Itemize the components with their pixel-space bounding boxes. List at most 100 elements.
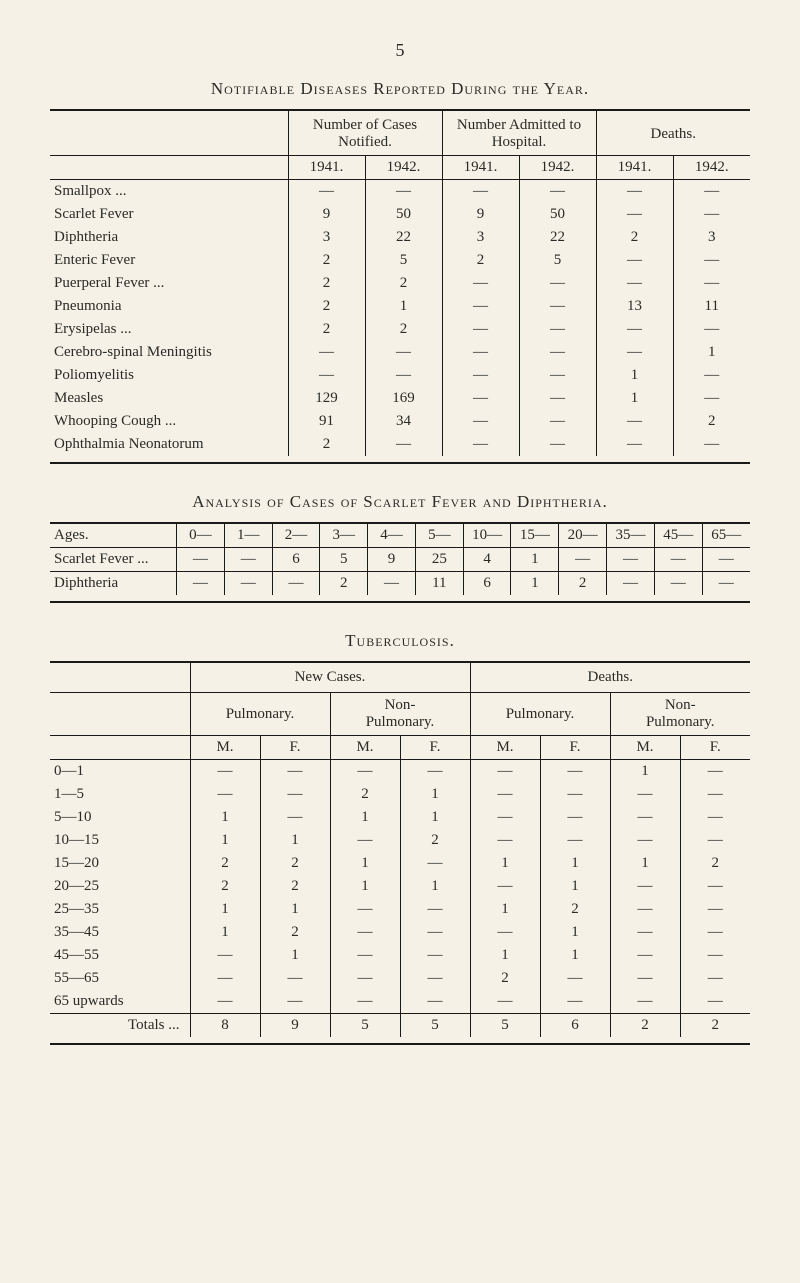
data-cell: 6 — [272, 548, 320, 572]
data-cell: 2 — [596, 226, 673, 249]
data-cell: — — [654, 572, 702, 596]
data-cell: — — [260, 760, 330, 784]
data-cell: 11 — [415, 572, 463, 596]
data-cell: 1 — [596, 364, 673, 387]
data-cell: — — [673, 203, 750, 226]
data-cell: 1 — [400, 875, 470, 898]
data-cell: — — [400, 760, 470, 784]
data-cell: — — [260, 806, 330, 829]
data-cell: — — [190, 760, 260, 784]
data-cell: 1 — [260, 829, 330, 852]
data-cell: — — [673, 249, 750, 272]
data-cell: — — [610, 898, 680, 921]
data-cell: — — [596, 249, 673, 272]
row-label: 5—10 — [50, 806, 190, 829]
rule — [50, 1043, 750, 1045]
data-cell: 169 — [365, 387, 442, 410]
age-col: 20— — [559, 524, 607, 548]
data-cell: — — [365, 364, 442, 387]
data-cell: — — [442, 387, 519, 410]
sub-header: Non- Pulmonary. — [330, 693, 470, 736]
year-header: 1941. — [442, 156, 519, 180]
data-cell: — — [610, 944, 680, 967]
data-cell: — — [540, 990, 610, 1014]
year-header: 1941. — [596, 156, 673, 180]
data-cell: 1 — [260, 944, 330, 967]
data-cell: 1 — [540, 921, 610, 944]
data-cell: — — [680, 990, 750, 1014]
row-label: Pneumonia — [50, 295, 288, 318]
data-cell: — — [559, 548, 607, 572]
table-notifiable-diseases: Number of Cases Notified. Number Admitte… — [50, 111, 750, 456]
row-label: Poliomyelitis — [50, 364, 288, 387]
data-cell: 2 — [470, 967, 540, 990]
data-cell: 3 — [442, 226, 519, 249]
mf-header: M. — [330, 736, 400, 760]
data-cell: — — [224, 572, 272, 596]
ages-label: Ages. — [50, 524, 177, 548]
data-cell: — — [442, 433, 519, 456]
row-label: Measles — [50, 387, 288, 410]
data-cell: 129 — [288, 387, 365, 410]
data-cell: — — [260, 783, 330, 806]
data-cell: — — [190, 967, 260, 990]
data-cell: — — [680, 898, 750, 921]
data-cell: — — [607, 572, 655, 596]
col-group: Number of Cases Notified. — [288, 111, 442, 156]
data-cell: — — [540, 760, 610, 784]
data-cell: — — [610, 806, 680, 829]
age-col: 5— — [415, 524, 463, 548]
data-cell: — — [540, 967, 610, 990]
data-cell: 2 — [288, 272, 365, 295]
data-cell: 2 — [365, 272, 442, 295]
data-cell: — — [442, 272, 519, 295]
mf-header: M. — [470, 736, 540, 760]
data-cell: — — [272, 572, 320, 596]
data-cell: — — [470, 921, 540, 944]
data-cell: — — [260, 967, 330, 990]
sub-header: Pulmonary. — [470, 693, 610, 736]
data-cell: 2 — [288, 249, 365, 272]
data-cell: — — [288, 180, 365, 204]
data-cell: — — [607, 548, 655, 572]
row-label: 35—45 — [50, 921, 190, 944]
row-label: Cerebro-spinal Meningitis — [50, 341, 288, 364]
data-cell: 2 — [673, 410, 750, 433]
row-label: 45—55 — [50, 944, 190, 967]
data-cell: — — [470, 829, 540, 852]
data-cell: 1 — [330, 806, 400, 829]
data-cell: — — [519, 272, 596, 295]
data-cell: 1 — [190, 806, 260, 829]
data-cell: — — [519, 341, 596, 364]
data-cell: 1 — [260, 898, 330, 921]
row-label: 15—20 — [50, 852, 190, 875]
age-col: 10— — [463, 524, 511, 548]
data-cell: 2 — [320, 572, 368, 596]
mf-header: F. — [400, 736, 470, 760]
data-cell: 2 — [260, 875, 330, 898]
data-cell: — — [368, 572, 416, 596]
data-cell: — — [610, 921, 680, 944]
data-cell: — — [673, 433, 750, 456]
row-label: 65 upwards — [50, 990, 190, 1014]
data-cell: 2 — [190, 875, 260, 898]
data-cell: — — [177, 548, 225, 572]
row-label: 1—5 — [50, 783, 190, 806]
data-cell: 1 — [540, 944, 610, 967]
data-cell: — — [190, 990, 260, 1014]
top-header: New Cases. — [190, 663, 470, 693]
data-cell: 1 — [330, 875, 400, 898]
total-cell: 5 — [400, 1014, 470, 1038]
total-cell: 2 — [680, 1014, 750, 1038]
data-cell: — — [330, 967, 400, 990]
age-col: 4— — [368, 524, 416, 548]
data-cell: — — [680, 875, 750, 898]
data-cell: 1 — [470, 852, 540, 875]
data-cell: — — [442, 295, 519, 318]
data-cell: — — [442, 318, 519, 341]
data-cell: — — [680, 921, 750, 944]
data-cell: — — [442, 364, 519, 387]
data-cell: — — [702, 548, 750, 572]
data-cell: 1 — [596, 387, 673, 410]
row-label: Diphtheria — [50, 572, 177, 596]
